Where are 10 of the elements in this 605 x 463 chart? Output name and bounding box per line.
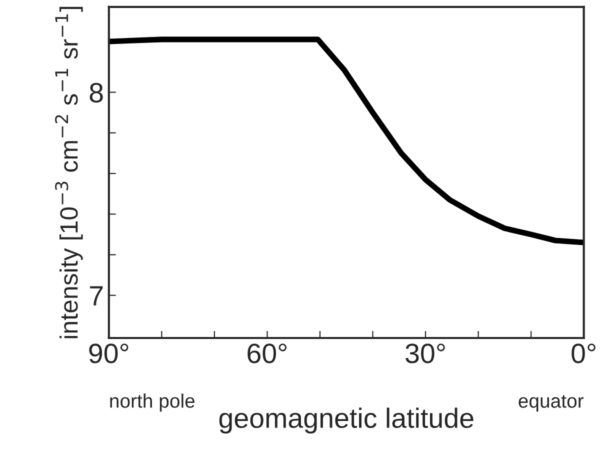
y-tick-label: 8 bbox=[90, 82, 103, 103]
x-axis-title: geomagnetic latitude bbox=[219, 408, 474, 434]
x-tick-label: 30° bbox=[406, 344, 445, 364]
x-tick-label: 60° bbox=[248, 344, 287, 364]
text: intensity [10$^{−3}$ cm$^{−2}$ s$^{−1}$ sr$^{−1}$] bbox=[55, 6, 83, 338]
y-tick-label: 7 bbox=[90, 286, 103, 306]
x-tick-label: 0° bbox=[572, 344, 596, 364]
x-tick-label: 90° bbox=[89, 344, 128, 364]
text: north pole bbox=[110, 394, 195, 412]
text: equator bbox=[518, 395, 584, 412]
